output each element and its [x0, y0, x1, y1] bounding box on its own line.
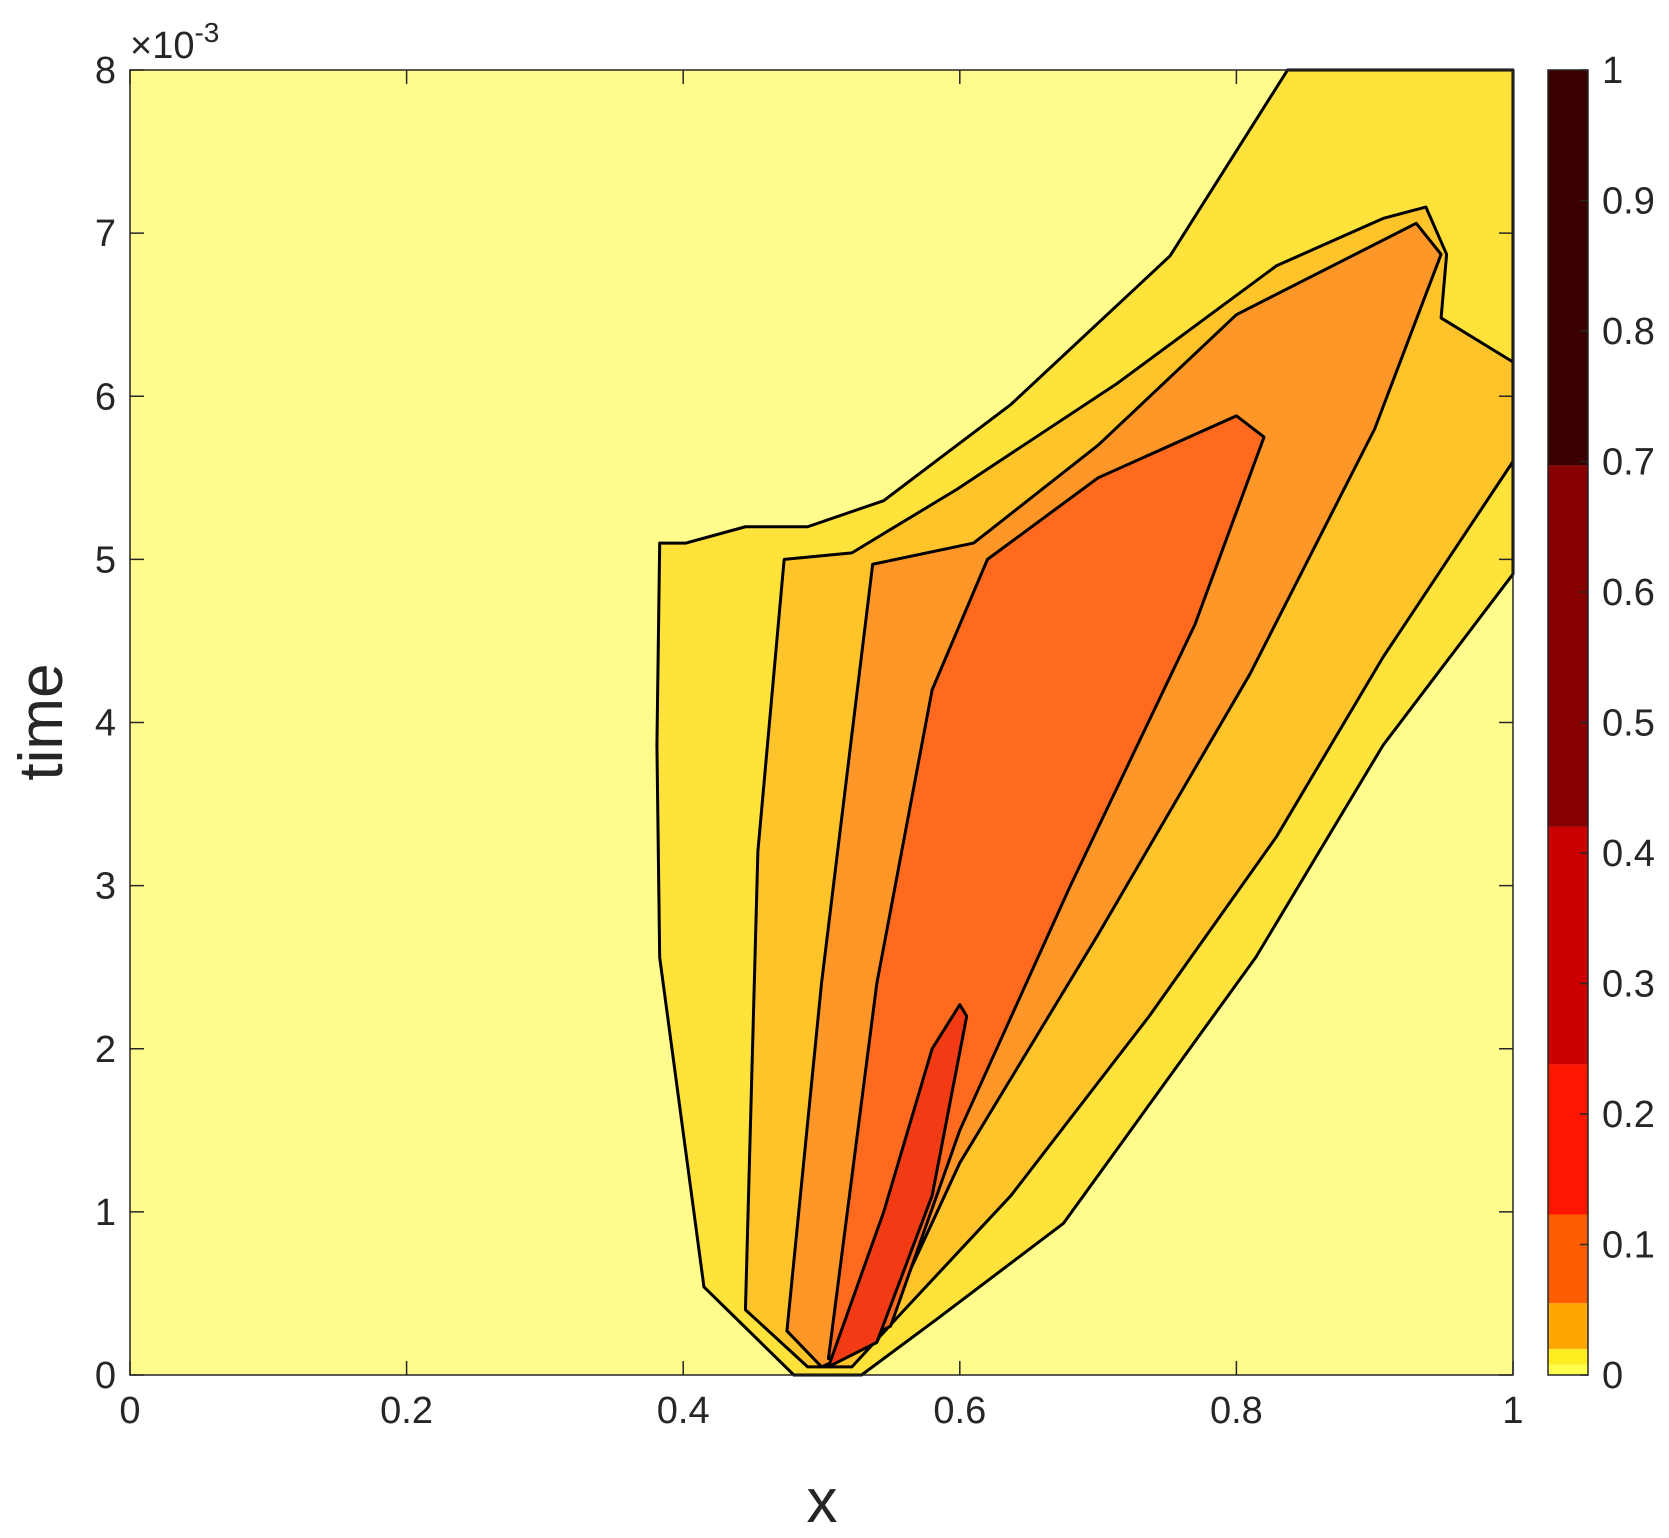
- x-tick-label: 0.6: [933, 1390, 986, 1432]
- y-tick-label: 0: [95, 1355, 116, 1397]
- y-tick-label: 7: [95, 213, 116, 255]
- colorbar-band: [1548, 1303, 1588, 1349]
- x-tick-label: 0.2: [380, 1390, 433, 1432]
- x-tick-label: 0: [119, 1390, 140, 1432]
- y-tick-label: 8: [95, 50, 116, 92]
- colorbar-tick-label: 0.7: [1602, 442, 1655, 484]
- colorbar-tick-label: 0.2: [1602, 1094, 1655, 1136]
- y-exponent: ×10-3: [130, 17, 219, 67]
- y-exponent-power: -3: [194, 17, 219, 48]
- colorbar-band: [1548, 1364, 1588, 1375]
- colorbar-tick-label: 0.5: [1602, 703, 1655, 745]
- colorbar-tick-label: 0: [1602, 1355, 1623, 1397]
- contour-region: [826, 1003, 969, 1369]
- colorbar-band: [1548, 1064, 1588, 1215]
- y-tick-label: 5: [95, 539, 116, 581]
- y-exponent-base: ×10: [130, 25, 194, 67]
- y-tick-label: 1: [95, 1192, 116, 1234]
- y-tick-label: 3: [95, 866, 116, 908]
- x-tick-label: 0.4: [657, 1390, 710, 1432]
- colorbar-tick-label: 0.8: [1602, 311, 1655, 353]
- colorbar-tick-label: 0.4: [1602, 833, 1655, 875]
- colorbar-tick-label: 0.9: [1602, 181, 1655, 223]
- colorbar-band: [1548, 1348, 1588, 1365]
- x-tick-label: 0.8: [1210, 1390, 1263, 1432]
- y-tick-label: 2: [95, 1029, 116, 1071]
- x-tick-label: 1: [1502, 1390, 1523, 1432]
- colorbar-band: [1548, 465, 1588, 827]
- y-tick-label: 4: [95, 703, 116, 745]
- x-axis-label: x: [807, 1467, 838, 1533]
- colorbar-tick-label: 0.3: [1602, 964, 1655, 1006]
- y-tick-label: 6: [95, 376, 116, 418]
- colorbar-tick-label: 0.6: [1602, 572, 1655, 614]
- y-axis-label: time: [7, 663, 76, 780]
- colorbar-band: [1548, 1214, 1588, 1304]
- colorbar-tick-label: 1: [1602, 50, 1623, 92]
- colorbar-tick-label: 0.1: [1602, 1225, 1655, 1267]
- colorbar-band: [1548, 826, 1588, 1065]
- colorbar-band: [1548, 70, 1588, 466]
